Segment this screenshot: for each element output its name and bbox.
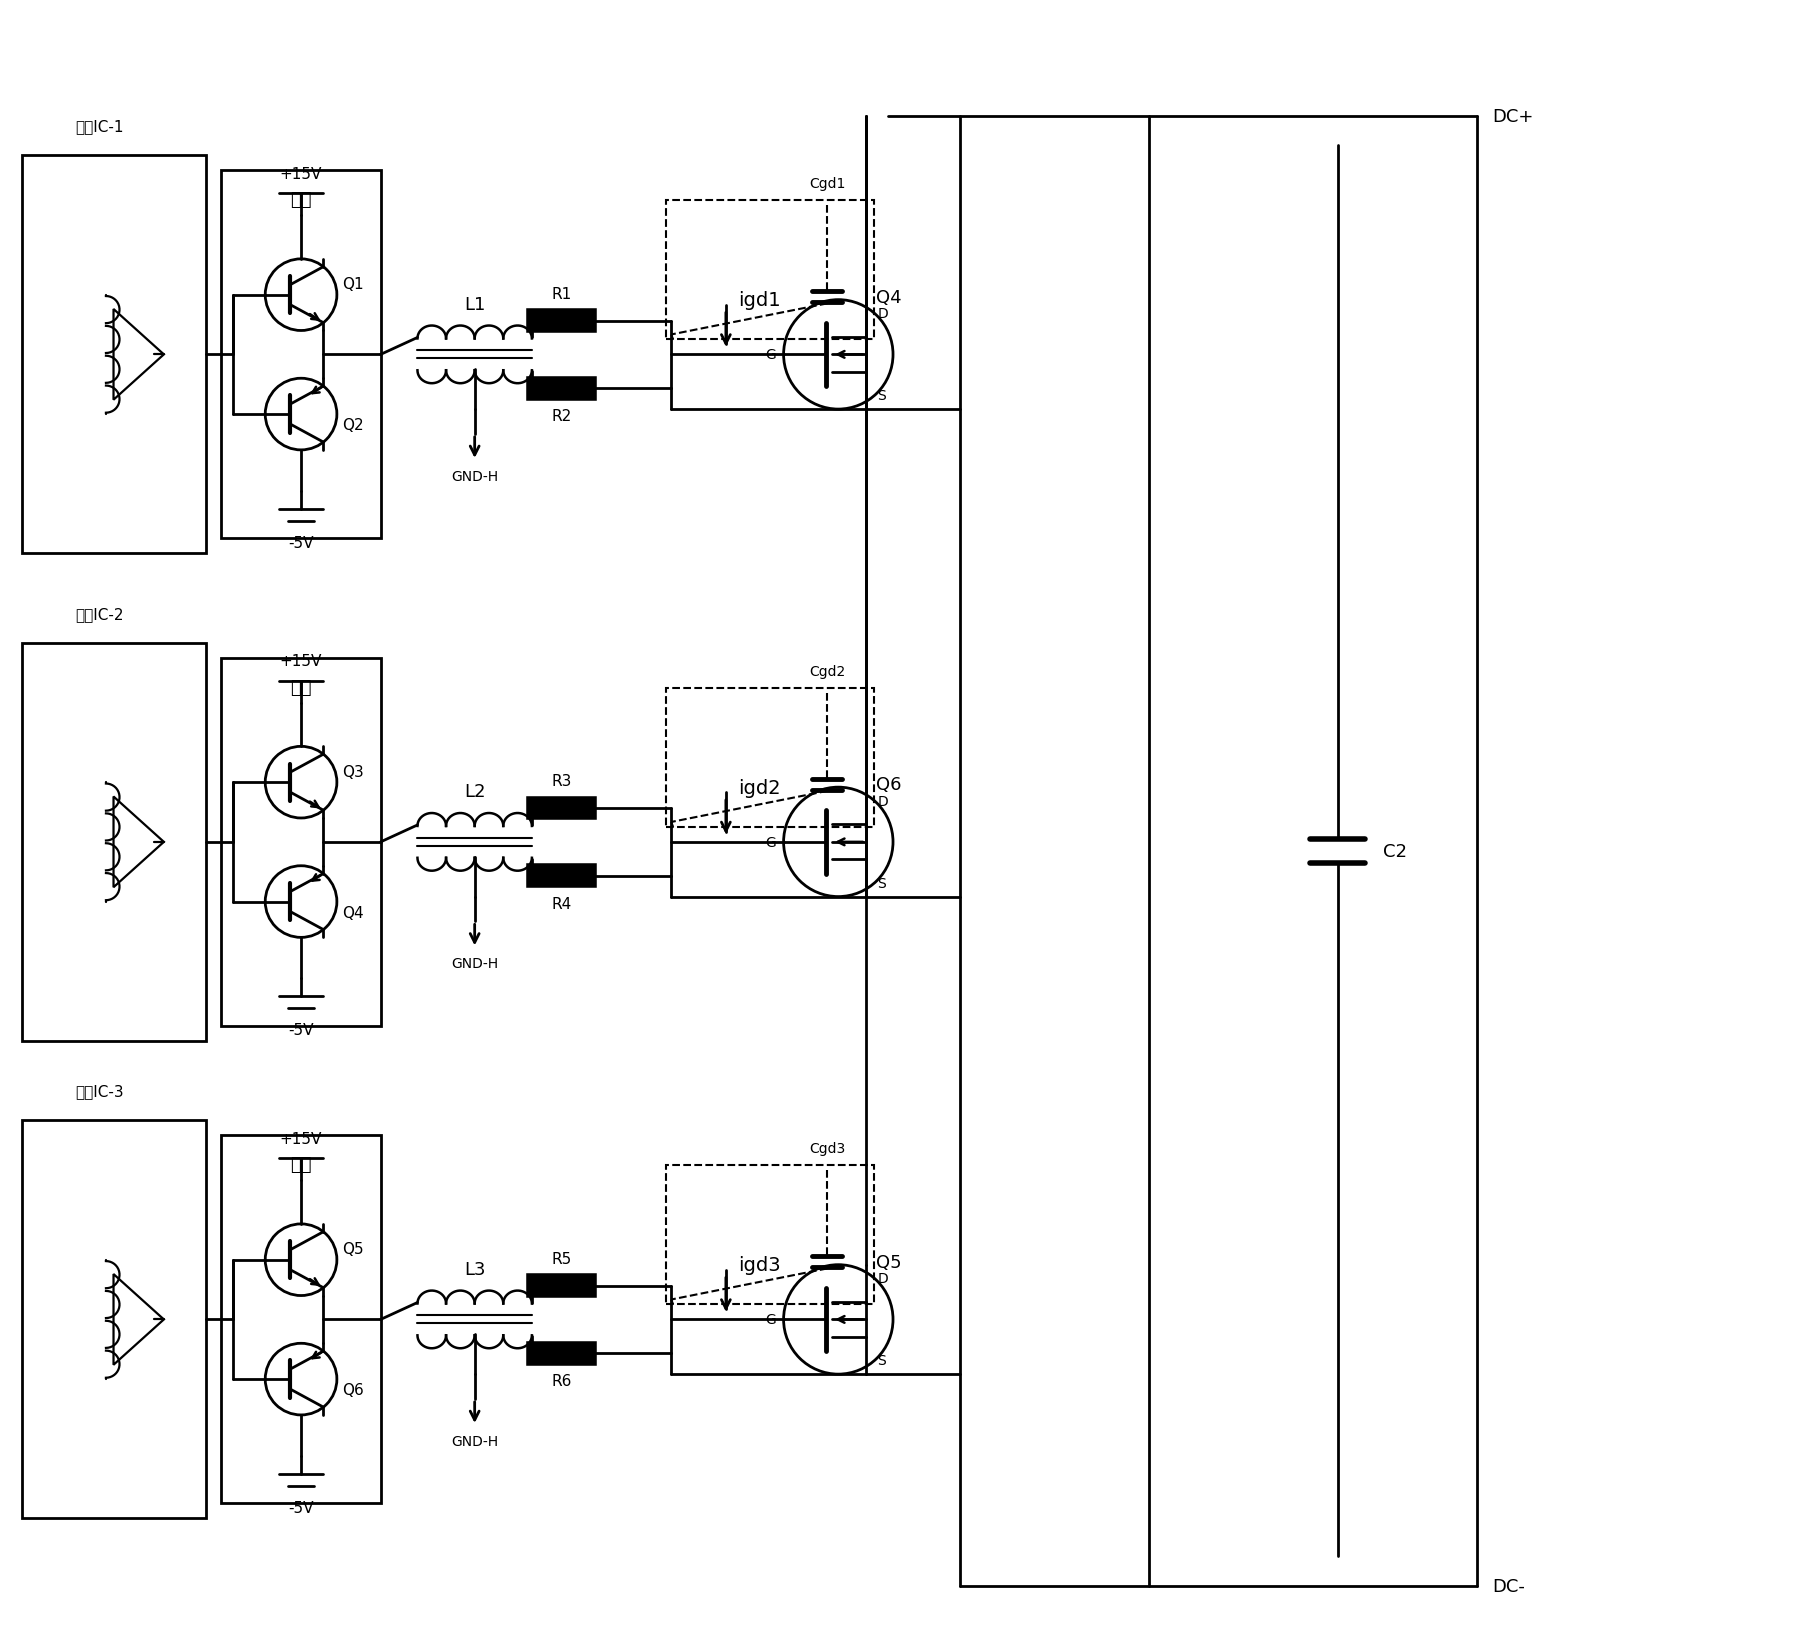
Text: +15V: +15V bbox=[280, 1131, 323, 1146]
Text: GND-H: GND-H bbox=[451, 956, 499, 971]
Text: -5V: -5V bbox=[289, 1500, 314, 1514]
Text: D: D bbox=[878, 1271, 889, 1286]
Text: S: S bbox=[878, 876, 887, 891]
Text: R6: R6 bbox=[551, 1373, 573, 1389]
Text: R5: R5 bbox=[551, 1252, 573, 1266]
Text: Q6: Q6 bbox=[876, 775, 901, 793]
Text: 推挽: 推挽 bbox=[291, 679, 312, 697]
Text: igd3: igd3 bbox=[738, 1255, 781, 1275]
Text: igd1: igd1 bbox=[738, 290, 781, 310]
Bar bbox=[530, 1276, 594, 1296]
Text: R2: R2 bbox=[551, 408, 573, 424]
Text: D: D bbox=[878, 795, 889, 808]
Text: S: S bbox=[878, 1353, 887, 1368]
Text: DC-: DC- bbox=[1492, 1577, 1524, 1594]
Text: GND-H: GND-H bbox=[451, 470, 499, 483]
Text: L2: L2 bbox=[463, 783, 485, 801]
Bar bbox=[530, 380, 594, 398]
Text: G: G bbox=[765, 1312, 775, 1327]
Text: Q5: Q5 bbox=[341, 1242, 363, 1257]
Text: Cgd1: Cgd1 bbox=[810, 178, 845, 191]
Text: Q4: Q4 bbox=[876, 289, 901, 307]
Text: +15V: +15V bbox=[280, 166, 323, 181]
Bar bbox=[23, 643, 206, 1041]
Bar bbox=[530, 867, 594, 886]
Text: Q5: Q5 bbox=[876, 1253, 901, 1271]
Text: Q6: Q6 bbox=[341, 1382, 364, 1397]
Text: Cgd3: Cgd3 bbox=[810, 1141, 845, 1155]
Bar bbox=[221, 658, 381, 1027]
Bar bbox=[530, 1345, 594, 1363]
Text: Q2: Q2 bbox=[341, 418, 363, 432]
Text: -5V: -5V bbox=[289, 1023, 314, 1038]
Text: +15V: +15V bbox=[280, 654, 323, 669]
Text: D: D bbox=[878, 307, 889, 322]
Text: 驱动IC-3: 驱动IC-3 bbox=[75, 1084, 124, 1098]
Text: Q3: Q3 bbox=[341, 764, 364, 780]
Bar bbox=[23, 1121, 206, 1518]
Text: Q4: Q4 bbox=[341, 906, 363, 920]
Text: 推挽: 推挽 bbox=[291, 191, 312, 209]
Bar bbox=[23, 157, 206, 553]
Text: Cgd2: Cgd2 bbox=[810, 664, 845, 679]
Bar bbox=[666, 201, 874, 339]
Bar bbox=[221, 1136, 381, 1503]
Text: GND-H: GND-H bbox=[451, 1435, 499, 1448]
Text: 驱动IC-2: 驱动IC-2 bbox=[75, 607, 124, 622]
Text: -5V: -5V bbox=[289, 535, 314, 550]
Text: R3: R3 bbox=[551, 774, 573, 788]
Bar bbox=[530, 800, 594, 818]
Bar bbox=[530, 312, 594, 331]
Text: 驱动IC-1: 驱动IC-1 bbox=[75, 119, 124, 134]
Bar bbox=[221, 171, 381, 539]
Text: igd2: igd2 bbox=[738, 778, 781, 796]
Text: L1: L1 bbox=[463, 295, 485, 313]
Bar bbox=[666, 689, 874, 827]
Text: G: G bbox=[765, 836, 775, 849]
Text: 推挽: 推挽 bbox=[291, 1155, 312, 1173]
Text: G: G bbox=[765, 348, 775, 362]
Text: Q1: Q1 bbox=[341, 277, 363, 292]
Text: R1: R1 bbox=[551, 287, 573, 302]
Text: S: S bbox=[878, 388, 887, 403]
Text: DC+: DC+ bbox=[1492, 108, 1533, 126]
Text: C2: C2 bbox=[1382, 842, 1407, 860]
Text: L3: L3 bbox=[463, 1260, 485, 1278]
Bar bbox=[666, 1165, 874, 1304]
Text: R4: R4 bbox=[551, 896, 573, 911]
